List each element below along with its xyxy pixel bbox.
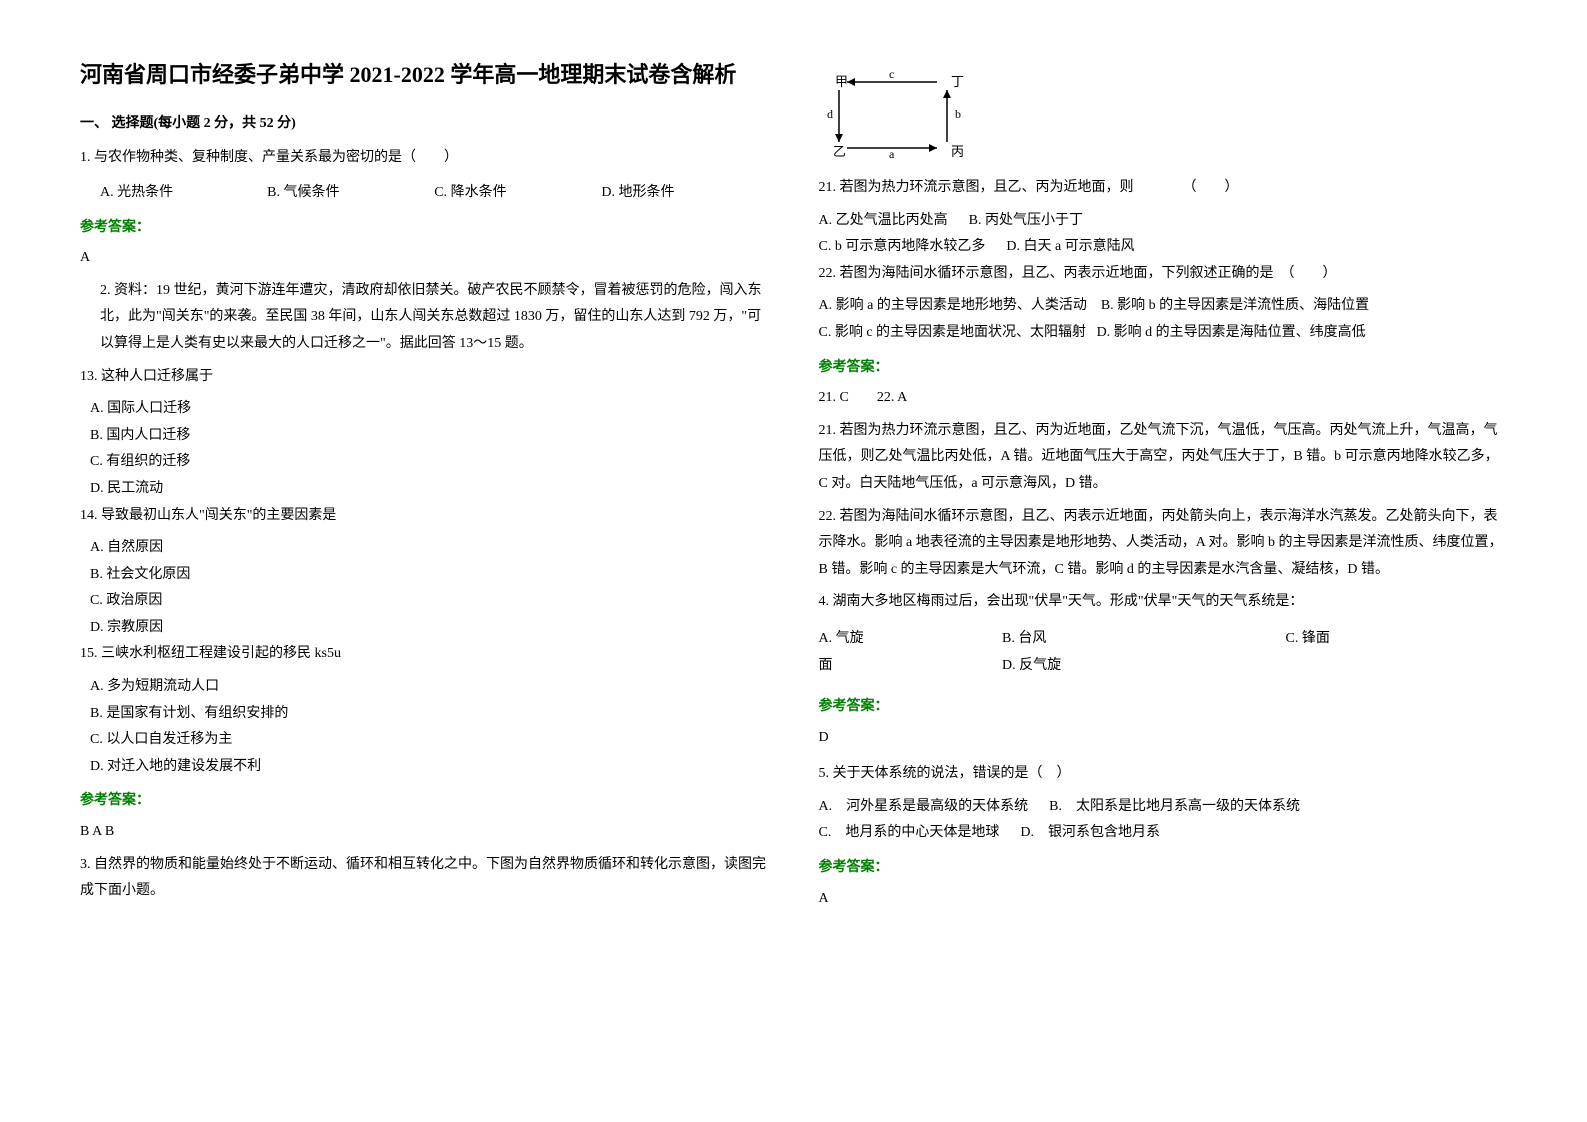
q21-text: 21. 若图为热力环流示意图，且乙、丙为近地面，则 （ ）	[819, 175, 1508, 202]
q21-explain: 21. 若图为热力环流示意图，且乙、丙为近地面，乙处气流下沉，气温低，气压高。丙…	[819, 418, 1508, 498]
q14-option-a: A. 自然原因	[90, 535, 769, 562]
answer-label: 参考答案：	[819, 855, 1508, 882]
section-header: 一、 选择题(每小题 2 分，共 52 分)	[80, 111, 769, 138]
q22-options-row2: C. 影响 c 的主导因素是地面状况、太阳辐射 D. 影响 d 的主导因素是海陆…	[819, 320, 1508, 347]
q2-intro: 2. 资料：19 世纪，黄河下游连年遭灾，清政府却依旧禁关。破产农民不顾禁令，冒…	[100, 278, 769, 358]
q15-text: 15. 三峡水利枢纽工程建设引起的移民 ks5u	[80, 641, 769, 668]
q15-option-b: B. 是国家有计划、有组织安排的	[90, 701, 769, 728]
q4-answer: D	[819, 725, 1508, 752]
q22-option-b: B. 影响 b 的主导因素是洋流性质、海陆位置	[1101, 298, 1369, 313]
answer-label: 参考答案：	[80, 788, 769, 815]
q1-answer: A	[80, 245, 769, 272]
q4-options-row1: A. 气旋 B. 台风 C. 锋面	[819, 626, 1508, 653]
q1-option-a: A. 光热条件	[100, 180, 267, 207]
q5-option-c: C. 地月系的中心天体是地球	[819, 825, 1000, 840]
right-column: 甲 丁 乙 丙 c b a d 21. 若图为热力环流示意图，且乙、丙为近地面，…	[819, 60, 1508, 918]
q1-options: A. 光热条件 B. 气候条件 C. 降水条件 D. 地形条件	[100, 180, 769, 207]
circulation-diagram: 甲 丁 乙 丙 c b a d	[819, 70, 1508, 160]
q5-text: 5. 关于天体系统的说法，错误的是（ ）	[819, 761, 1508, 788]
q1-option-d: D. 地形条件	[601, 180, 768, 207]
label-arrow-d: d	[827, 107, 833, 121]
left-column: 河南省周口市经委子弟中学 2021-2022 学年高一地理期末试卷含解析 一、 …	[80, 60, 769, 918]
q13-option-c: C. 有组织的迁移	[90, 449, 769, 476]
q22-options-row1: A. 影响 a 的主导因素是地形地势、人类活动 B. 影响 b 的主导因素是洋流…	[819, 293, 1508, 320]
q22-explain: 22. 若图为海陆间水循环示意图，且乙、丙表示近地面，丙处箭头向上，表示海洋水汽…	[819, 504, 1508, 584]
q5-options-row2: C. 地月系的中心天体是地球 D. 银河系包含地月系	[819, 820, 1508, 847]
label-arrow-c: c	[889, 70, 894, 81]
q3-text: 3. 自然界的物质和能量始终处于不断运动、循环和相互转化之中。下图为自然界物质循…	[80, 852, 769, 905]
q21-option-a: A. 乙处气温比丙处高	[819, 213, 948, 228]
q4-options-row2: 面 D. 反气旋	[819, 653, 1508, 680]
q14-option-d: D. 宗教原因	[90, 615, 769, 642]
q15-option-d: D. 对迁入地的建设发展不利	[90, 754, 769, 781]
q15-option-c: C. 以人口自发迁移为主	[90, 727, 769, 754]
q5-answer: A	[819, 886, 1508, 913]
q5-option-a: A. 河外星系是最高级的天体系统	[819, 799, 1029, 814]
q13-option-d: D. 民工流动	[90, 476, 769, 503]
q13-text: 13. 这种人口迁移属于	[80, 364, 769, 391]
q14-option-c: C. 政治原因	[90, 588, 769, 615]
q15-option-a: A. 多为短期流动人口	[90, 674, 769, 701]
q14-option-b: B. 社会文化原因	[90, 562, 769, 589]
label-bottom-right: 丙	[951, 144, 964, 159]
q13-option-b: B. 国内人口迁移	[90, 423, 769, 450]
label-top-left: 甲	[835, 74, 848, 89]
q3-answer: 21. C 22. A	[819, 385, 1508, 412]
q4-option-b: B. 台风	[1002, 626, 1282, 653]
q5-option-b: B. 太阳系是比地月系高一级的天体系统	[1049, 799, 1300, 814]
q4-option-a: A. 气旋	[819, 626, 999, 653]
q22-option-d: D. 影响 d 的主导因素是海陆位置、纬度高低	[1097, 325, 1366, 340]
page-title: 河南省周口市经委子弟中学 2021-2022 学年高一地理期末试卷含解析	[80, 60, 769, 91]
label-top-right: 丁	[951, 74, 964, 89]
label-arrow-b: b	[955, 107, 961, 121]
q21-option-d: D. 白天 a 可示意陆风	[1006, 239, 1134, 254]
q13-option-a: A. 国际人口迁移	[90, 396, 769, 423]
q1-option-b: B. 气候条件	[267, 180, 434, 207]
q1-option-c: C. 降水条件	[434, 180, 601, 207]
q4-option-c: C. 锋面	[1286, 631, 1330, 646]
q21-option-c: C. b 可示意丙地降水较乙多	[819, 239, 986, 254]
q5-options-row1: A. 河外星系是最高级的天体系统 B. 太阳系是比地月系高一级的天体系统	[819, 794, 1508, 821]
q22-text: 22. 若图为海陆间水循环示意图，且乙、丙表示近地面，下列叙述正确的是 （ ）	[819, 261, 1508, 288]
q21-options-row1: A. 乙处气温比丙处高 B. 丙处气压小于丁	[819, 208, 1508, 235]
label-arrow-a: a	[889, 147, 895, 160]
q14-text: 14. 导致最初山东人"闯关东"的主要因素是	[80, 503, 769, 530]
q4-text: 4. 湖南大多地区梅雨过后，会出现"伏旱"天气。形成"伏旱"天气的天气系统是：	[819, 589, 1508, 616]
q22-option-c: C. 影响 c 的主导因素是地面状况、太阳辐射	[819, 325, 1087, 340]
answer-label: 参考答案：	[80, 215, 769, 242]
q21-option-b: B. 丙处气压小于丁	[969, 213, 1083, 228]
label-bottom-left: 乙	[833, 144, 846, 159]
answer-label: 参考答案：	[819, 694, 1508, 721]
q1-text: 1. 与农作物种类、复种制度、产量关系最为密切的是（ ）	[80, 145, 769, 172]
q4-option-d: D. 反气旋	[1002, 658, 1061, 673]
q2-answer: B A B	[80, 819, 769, 846]
q21-options-row2: C. b 可示意丙地降水较乙多 D. 白天 a 可示意陆风	[819, 234, 1508, 261]
answer-label: 参考答案：	[819, 355, 1508, 382]
q22-option-a: A. 影响 a 的主导因素是地形地势、人类活动	[819, 298, 1087, 313]
q5-option-d: D. 银河系包含地月系	[1020, 825, 1160, 840]
